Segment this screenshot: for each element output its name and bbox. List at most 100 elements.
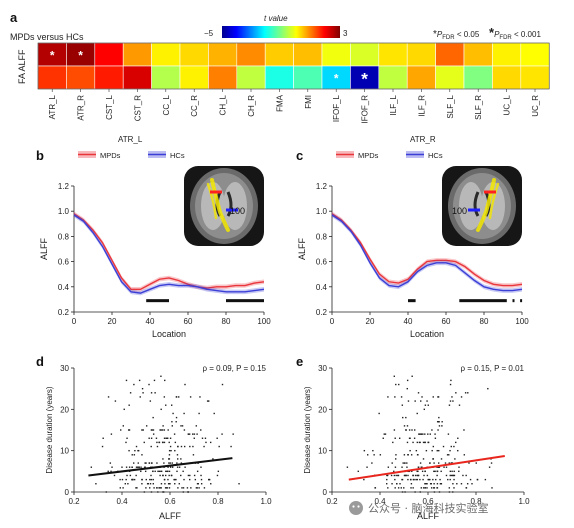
column-label-ATR_R: ATR_R: [77, 95, 86, 121]
scatter-point: [125, 478, 127, 481]
scatter-point: [429, 462, 431, 464]
scatter-point: [160, 470, 163, 473]
scatter-point: [453, 487, 455, 489]
scatter-point: [203, 487, 206, 489]
scatter-point: [153, 487, 155, 489]
scatter-point: [488, 466, 491, 468]
scatter-point: [176, 462, 178, 464]
scatter-point: [453, 474, 456, 477]
scatter-point: [398, 437, 401, 439]
scatter-point: [403, 487, 405, 489]
scatter-point: [150, 478, 153, 481]
significance-bar: [408, 299, 416, 303]
scatter-point: [427, 478, 429, 481]
scatter-point: [458, 466, 460, 468]
scatter-point: [450, 462, 452, 464]
heatmap-cell-r1-CH_L: [208, 42, 238, 67]
scatter-point: [452, 483, 454, 485]
scatter-point: [402, 416, 404, 419]
scatter-point: [419, 433, 421, 435]
scatter-point: [398, 383, 400, 386]
scatter-point: [438, 421, 440, 423]
scatter-point: [415, 478, 417, 481]
heatmap-cell-r2-CH_L: [208, 65, 238, 90]
scatter-point: [175, 396, 178, 398]
scatter-point: [437, 462, 440, 464]
scatter-point: [157, 470, 159, 473]
x-tick-label: 0: [72, 317, 77, 326]
scatter-point: [357, 470, 359, 473]
scatter-point: [210, 483, 212, 485]
scatter-point: [193, 433, 196, 435]
scatter-point: [150, 429, 153, 431]
scatter-point: [436, 421, 439, 423]
scatter-point: [409, 449, 411, 452]
scatter-point: [438, 416, 440, 419]
scatter-point: [183, 478, 185, 481]
scatter-point: [159, 487, 161, 489]
scatter-point: [111, 466, 113, 468]
scatter-point: [189, 474, 191, 477]
scatter-point: [468, 462, 470, 464]
scatter-point: [136, 466, 139, 468]
column-label-CST_R: CST_R: [133, 95, 142, 121]
scatter-point: [387, 396, 389, 398]
scatter-chart-e: 0 10 20 30 0.2 0.4 0.6 0.8 1.0 ALFF Disease durati…: [303, 364, 530, 521]
x-tick-label: 0.4: [374, 497, 386, 506]
scatter-point: [145, 425, 148, 427]
watermark: 公众号 · 脑海科技实验室: [349, 501, 489, 515]
scatter-point: [164, 483, 166, 485]
scatter-point: [432, 458, 435, 460]
scatter-point: [169, 466, 172, 468]
y-axis-label: ALFF: [39, 238, 49, 261]
scatter-point: [410, 478, 412, 481]
scatter-point: [133, 462, 135, 464]
scatter-point: [183, 429, 186, 431]
scatter-point: [170, 449, 172, 452]
panel-a-label: a: [10, 10, 18, 25]
scatter-point: [170, 404, 173, 406]
scatter-point: [406, 379, 409, 382]
scatter-point: [133, 478, 136, 481]
column-label-ILF_L: ILF_L: [389, 94, 398, 115]
heatmap-cell-r1-ILF_L: [378, 42, 408, 67]
scatter-point: [178, 483, 180, 485]
scatter-point: [189, 445, 191, 448]
scatter-point: [422, 433, 424, 435]
scatter-point: [404, 462, 406, 464]
x-tick-label: 0.6: [164, 497, 176, 506]
heatmap-cell-r2-CC_R: [179, 65, 209, 90]
scatter-point: [429, 478, 431, 481]
scatter-point: [430, 487, 433, 489]
scatter-point: [176, 454, 179, 456]
scatter-point: [135, 445, 138, 448]
scatter-point: [169, 437, 172, 439]
scatter-point: [174, 478, 176, 481]
scatter-point: [451, 470, 453, 473]
scatter-point: [141, 483, 143, 485]
scatter-point: [422, 487, 425, 489]
legend-p05: *PFDR < 0.05: [433, 29, 480, 41]
scatter-point: [149, 487, 151, 489]
scatter-point: [399, 483, 401, 485]
scatter-point: [131, 454, 133, 456]
significance-bar: [459, 299, 507, 303]
scatter-point: [420, 466, 422, 468]
x-tick-label: 0.2: [326, 497, 338, 506]
scatter-point: [165, 437, 167, 439]
scatter-point: [412, 441, 414, 444]
scatter-point: [163, 478, 166, 481]
scatter-point: [404, 474, 406, 477]
y-tick-label: 0.4: [316, 283, 328, 292]
scatter-point: [159, 429, 161, 431]
scatter-point: [142, 392, 144, 394]
scatter-point: [187, 474, 190, 477]
scatter-point: [460, 396, 463, 398]
scatter-point: [456, 483, 458, 485]
scatter-point: [387, 466, 390, 468]
fiber-tract: [476, 178, 496, 232]
x-tick-label: 0.6: [422, 497, 434, 506]
scatter-point: [430, 483, 433, 485]
scatter-point: [464, 392, 467, 394]
scatter-point: [163, 429, 166, 431]
